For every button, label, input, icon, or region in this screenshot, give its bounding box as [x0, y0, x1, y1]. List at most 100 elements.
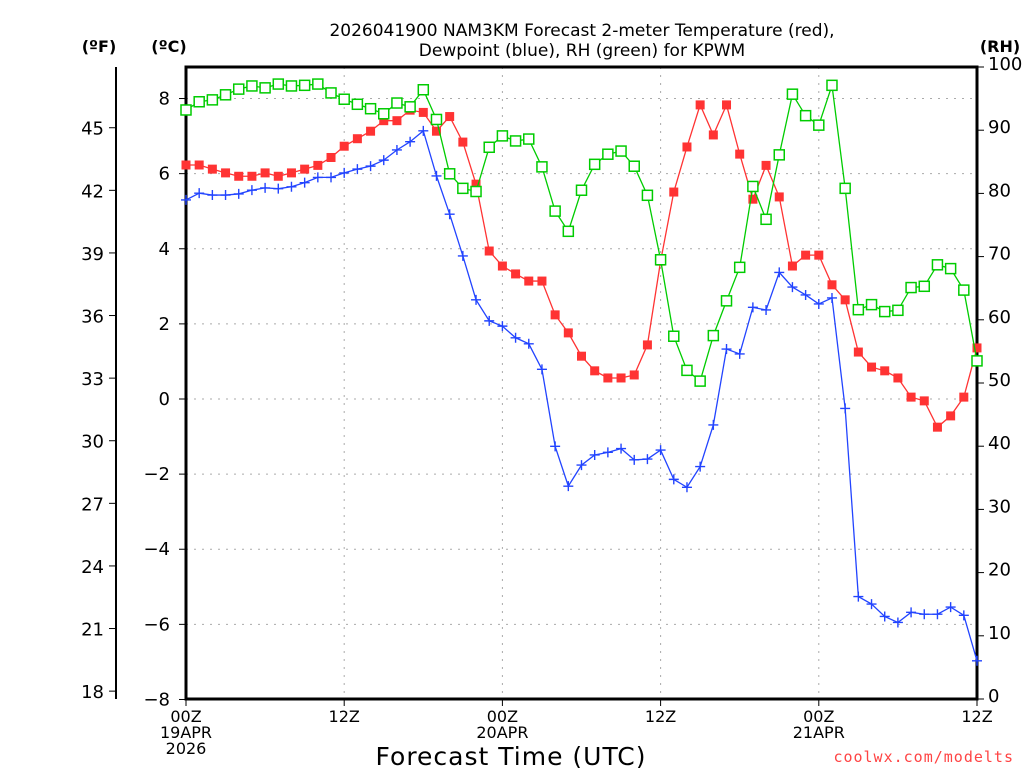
temperature-point	[524, 276, 534, 286]
grid-lines	[186, 67, 977, 699]
credit-link[interactable]: coolwx.com/modelts	[833, 748, 1014, 766]
axes: −8−6−4−202468182124273033363942450102030…	[81, 54, 1022, 758]
fahrenheit-unit-label: (ºF)	[82, 37, 117, 56]
dewpoint-point	[813, 298, 824, 309]
fahrenheit-tick-label: 27	[81, 494, 104, 515]
dewpoint-point	[655, 445, 666, 456]
celsius-tick-label: −4	[143, 539, 170, 560]
rh-point	[549, 205, 561, 217]
temperature-point	[273, 171, 283, 181]
rh-point	[206, 94, 219, 106]
rh-point	[668, 330, 680, 342]
rh-point	[312, 78, 324, 90]
fahrenheit-tick-label: 39	[81, 244, 104, 265]
rh-point	[575, 184, 588, 196]
temperature-point	[669, 187, 679, 197]
dewpoint-point	[286, 181, 297, 192]
dewpoint-point	[194, 188, 205, 199]
rh-point	[786, 88, 799, 100]
rh-point	[391, 97, 403, 109]
temperature-point	[234, 171, 244, 181]
fahrenheit-tick-label: 36	[81, 307, 104, 328]
temperature-point	[550, 310, 560, 320]
fahrenheit-tick-label: 33	[81, 369, 104, 390]
temperature-point	[932, 422, 942, 432]
rh-point	[338, 93, 350, 105]
rh-point	[351, 98, 364, 111]
rh-point	[931, 259, 944, 271]
x-tick-label: 00Z	[487, 707, 518, 726]
x-tick-label: 12Z	[329, 707, 360, 726]
rh-point	[918, 280, 931, 293]
temperature-point	[853, 347, 863, 357]
temperature-point	[194, 160, 204, 170]
rh-point	[193, 96, 205, 108]
dewpoint-point	[787, 282, 798, 293]
temperature-point	[603, 373, 613, 383]
celsius-tick-label: 0	[159, 389, 170, 410]
rh-point	[470, 185, 482, 198]
rh-point	[681, 364, 693, 377]
temperature-point	[840, 295, 850, 305]
series-rh	[180, 78, 983, 387]
rh-point	[602, 148, 614, 160]
dewpoint-point	[840, 403, 851, 414]
rh-point	[232, 83, 245, 95]
rh-point	[219, 89, 232, 101]
rh-tick-label: 50	[988, 370, 1011, 391]
rh-point	[892, 304, 904, 317]
series-temperature	[181, 100, 982, 432]
x-tick-label: 19APR	[160, 723, 212, 742]
fahrenheit-tick-label: 42	[81, 181, 104, 202]
dewpoint-point	[721, 344, 732, 355]
rh-point	[654, 254, 667, 266]
dewpoint-point	[668, 474, 679, 485]
rh-point	[707, 329, 720, 342]
x-tick-label: 00Z	[170, 707, 201, 726]
dewpoint-point	[497, 321, 508, 332]
rh-point	[523, 133, 535, 145]
rh-point	[799, 109, 812, 122]
temperature-point	[286, 168, 296, 178]
temperature-point	[445, 112, 455, 122]
temperature-point	[497, 261, 507, 271]
temperature-point	[959, 392, 969, 402]
rh-tick-label: 80	[988, 180, 1011, 201]
dewpoint-point	[471, 294, 482, 305]
rh-point	[536, 161, 548, 173]
x-tick-label: 20APR	[476, 723, 528, 742]
rh-point	[760, 213, 772, 226]
rh-point	[443, 168, 456, 180]
rh-point	[905, 281, 917, 294]
dewpoint-point	[589, 449, 600, 460]
rh-point	[562, 225, 575, 238]
temperature-point	[366, 126, 376, 136]
dewpoint-point	[352, 164, 363, 175]
temperature-point	[827, 280, 837, 290]
temperature-point	[221, 168, 231, 178]
rh-point	[826, 79, 838, 92]
dewpoint-point	[536, 364, 547, 375]
temperature-point	[471, 179, 481, 189]
rh-point	[430, 113, 443, 126]
rh-point	[325, 87, 337, 99]
x-tick-label: 2026	[166, 739, 207, 758]
dewpoint-point	[681, 482, 692, 493]
temperature-point	[590, 366, 600, 376]
rh-point	[180, 104, 192, 116]
celsius-tick-label: −6	[143, 614, 170, 635]
data-series	[180, 78, 983, 666]
temperature-point	[352, 134, 362, 144]
rh-tick-label: 40	[988, 433, 1011, 454]
temperature-point	[207, 164, 217, 174]
rh-point	[615, 145, 627, 157]
temperature-point	[484, 246, 494, 256]
temperature-point	[787, 261, 797, 271]
dewpoint-point	[629, 454, 640, 465]
rh-unit-label: (RH)	[980, 37, 1020, 56]
dewpoint-point	[457, 250, 468, 261]
rh-point	[496, 130, 509, 142]
temperature-point	[260, 168, 270, 178]
dewpoint-point	[616, 443, 627, 454]
dewpoint-point	[326, 172, 337, 183]
